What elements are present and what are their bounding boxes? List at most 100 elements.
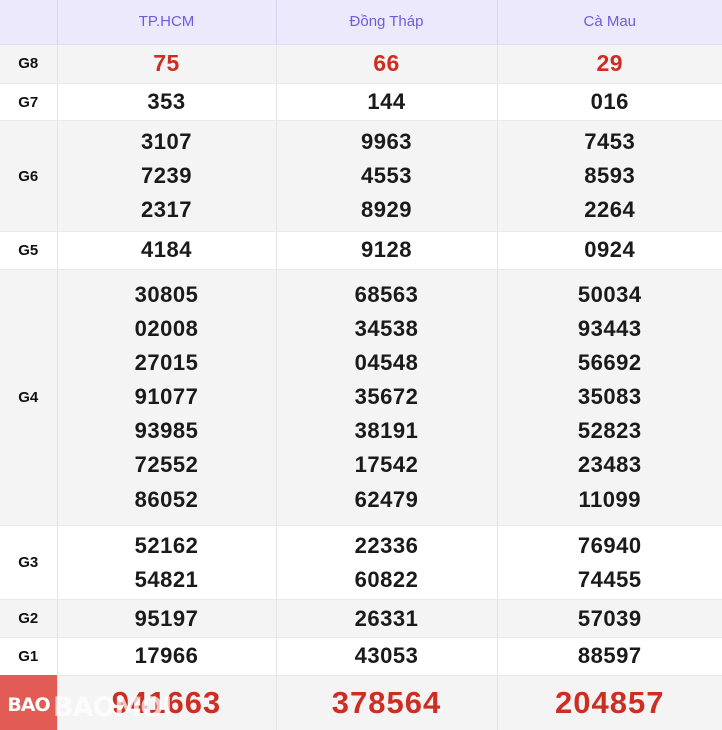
prize-number: 29 [596, 49, 624, 76]
prize-number: 30805 [134, 282, 199, 307]
table-body: G8 75 66 29 G7 353 144 016 G6 3107 7239 2317 9963 455… [0, 44, 722, 730]
prize-number: 75 [153, 49, 180, 76]
prize-numbers-g1-dongthap: 43053 [276, 637, 498, 676]
prize-numbers-g4-tphcm: 30805 02008 27015 91077 93985 72552 86052 [57, 269, 277, 527]
prize-numbers-g2-camau: 57039 [497, 599, 722, 638]
prize-numbers-g8-dongthap: 66 [276, 44, 498, 84]
table-row: G8 75 66 29 [0, 44, 722, 84]
prize-number: 0924 [584, 237, 636, 263]
prize-number: 74455 [577, 566, 642, 592]
prize-number: 7453 [584, 128, 636, 154]
prize-number: 4553 [361, 163, 412, 189]
prize-number: 02008 [134, 316, 199, 342]
prize-number: 88597 [577, 643, 642, 669]
prize-label-g4: G4 [0, 269, 58, 527]
prize-number: 34538 [354, 316, 419, 342]
prize-number: 2317 [141, 197, 192, 223]
prize-number: 76940 [577, 532, 642, 558]
prize-number: 353 [147, 88, 186, 114]
prize-number: 204857 [555, 684, 665, 720]
prize-number: 95197 [134, 605, 199, 631]
prize-numbers-special-camau: 204857 [497, 675, 722, 730]
prize-number: 52162 [134, 532, 199, 558]
prize-number: 4184 [141, 237, 192, 263]
prize-number: 144 [367, 88, 406, 114]
prize-numbers-g6-camau: 7453 8593 2264 [497, 120, 722, 232]
prize-numbers-g5-dongthap: 9128 [276, 231, 498, 270]
prize-label-special [0, 675, 58, 730]
prize-label-g3: G3 [0, 525, 58, 601]
header-province-dongthap: Đồng Tháp [276, 0, 498, 45]
prize-numbers-g2-dongthap: 26331 [276, 599, 498, 638]
prize-label-g1: G1 [0, 637, 58, 676]
prize-numbers-special-tphcm: 941663 [57, 675, 277, 730]
prize-label-g5: G5 [0, 231, 58, 270]
prize-number: 3107 [141, 128, 192, 154]
table-header: TP.HCM Đồng Tháp Cà Mau [0, 0, 722, 45]
prize-numbers-g6-tphcm: 3107 7239 2317 [57, 120, 277, 232]
header-province-camau: Cà Mau [497, 0, 722, 45]
table-row: G4 30805 02008 27015 91077 93985 72552 86052 685… [0, 269, 722, 527]
prize-label-g6: G6 [0, 120, 58, 232]
prize-number: 26331 [354, 605, 419, 631]
prize-number: 2264 [584, 197, 636, 223]
prize-number: 66 [373, 49, 400, 76]
prize-numbers-g7-tphcm: 353 [57, 83, 277, 122]
table-row: G3 52162 54821 22336 60822 76940 74455 [0, 525, 722, 601]
prize-number: 17542 [354, 452, 419, 478]
prize-numbers-g8-camau: 29 [497, 44, 722, 84]
prize-numbers-g1-tphcm: 17966 [57, 637, 277, 676]
table-row-special: 941663 378564 204857 [0, 675, 722, 730]
prize-numbers-g6-dongthap: 9963 4553 8929 [276, 120, 498, 232]
table-row: G6 3107 7239 2317 9963 4553 8929 7453 8593 2264 [0, 120, 722, 232]
prize-numbers-g7-camau: 016 [497, 83, 722, 122]
prize-numbers-g7-dongthap: 144 [276, 83, 498, 122]
table-row: G1 17966 43053 88597 [0, 637, 722, 676]
prize-number: 23483 [577, 452, 642, 478]
prize-number: 52823 [577, 418, 642, 444]
prize-number: 378564 [331, 684, 442, 720]
prize-number: 8929 [361, 197, 412, 223]
prize-number: 7239 [141, 163, 192, 189]
prize-number: 43053 [354, 643, 419, 669]
prize-number: 38191 [354, 418, 419, 444]
prize-number: 22336 [354, 532, 419, 558]
prize-number: 35672 [354, 384, 419, 410]
prize-number: 57039 [577, 605, 642, 631]
prize-number: 91077 [134, 384, 199, 410]
prize-number: 93985 [134, 418, 199, 444]
prize-number: 72552 [134, 452, 199, 478]
prize-number: 54821 [134, 566, 199, 592]
table-row: G7 353 144 016 [0, 83, 722, 122]
prize-numbers-g5-camau: 0924 [497, 231, 722, 270]
prize-numbers-g1-camau: 88597 [497, 637, 722, 676]
prize-label-g7: G7 [0, 83, 58, 122]
prize-numbers-g2-tphcm: 95197 [57, 599, 277, 638]
prize-number: 9128 [361, 237, 412, 263]
prize-number: 86052 [134, 486, 199, 512]
header-prize-column [0, 0, 58, 45]
prize-numbers-special-dongthap: 378564 [276, 675, 498, 730]
prize-number: 62479 [354, 486, 419, 512]
prize-number: 68563 [354, 282, 419, 307]
prize-number: 56692 [577, 350, 642, 376]
prize-numbers-g4-dongthap: 68563 34538 04548 35672 38191 17542 62479 [276, 269, 498, 527]
prize-numbers-g3-dongthap: 22336 60822 [276, 525, 498, 601]
prize-number: 11099 [578, 486, 641, 512]
prize-numbers-g3-camau: 76940 74455 [497, 525, 722, 601]
prize-numbers-g3-tphcm: 52162 54821 [57, 525, 277, 601]
table-row: G5 4184 9128 0924 [0, 231, 722, 270]
prize-label-g2: G2 [0, 599, 58, 638]
prize-number: 941663 [111, 684, 222, 720]
table-row: G2 95197 26331 57039 [0, 599, 722, 638]
header-row: TP.HCM Đồng Tháp Cà Mau [0, 0, 722, 45]
prize-number: 9963 [361, 128, 412, 154]
header-province-tphcm: TP.HCM [57, 0, 277, 45]
prize-number: 8593 [584, 163, 636, 189]
prize-number: 04548 [354, 350, 419, 376]
prize-number: 93443 [577, 316, 642, 342]
prize-number: 27015 [134, 350, 199, 376]
prize-number: 50034 [577, 282, 642, 307]
prize-numbers-g5-tphcm: 4184 [57, 231, 277, 270]
prize-number: 016 [590, 88, 629, 114]
